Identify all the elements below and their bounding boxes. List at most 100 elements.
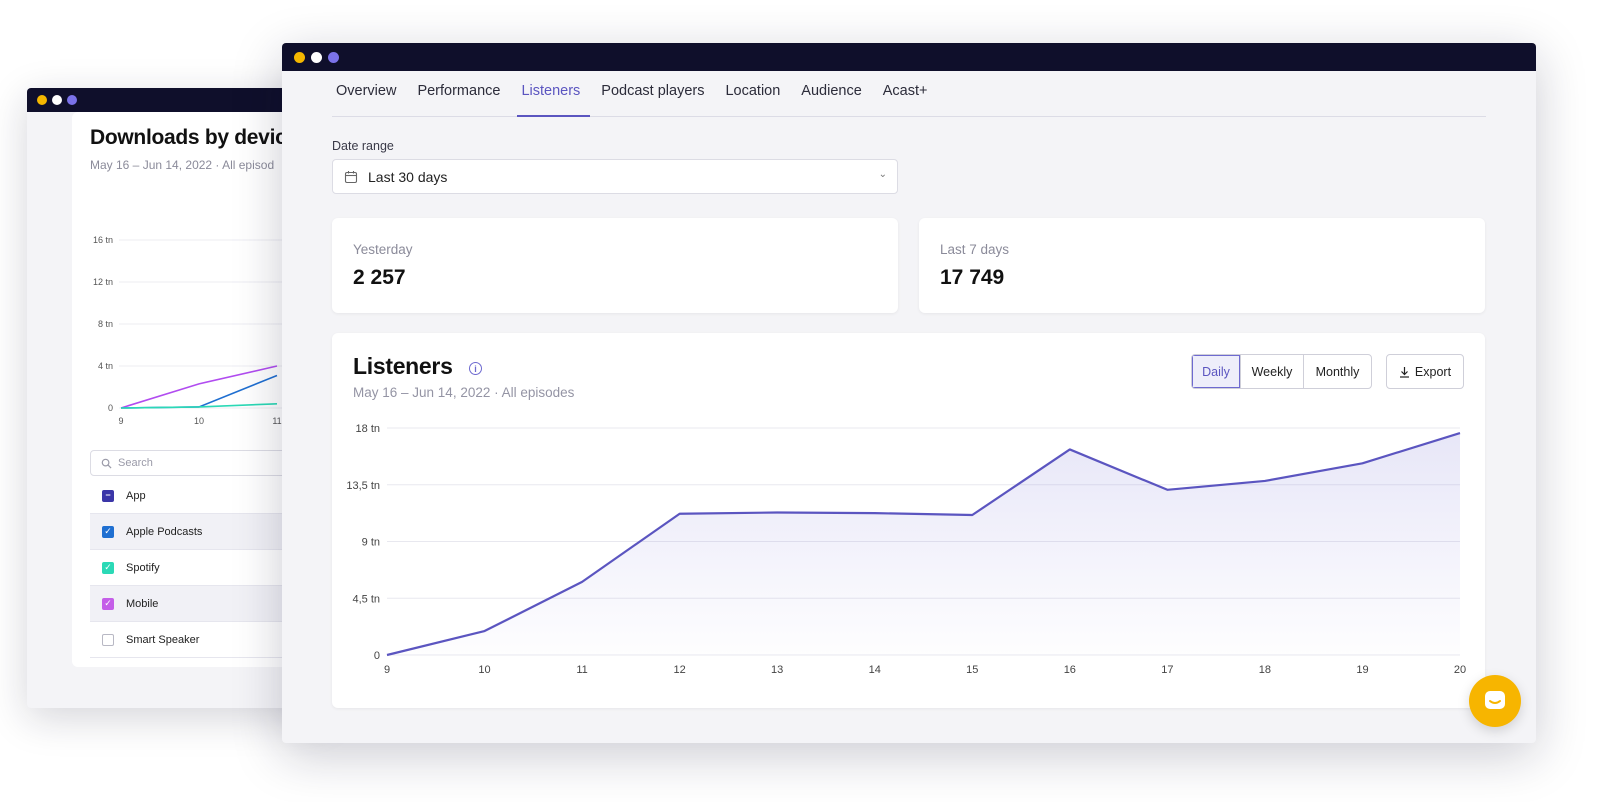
data-point[interactable] [873,511,877,515]
listeners-subtitle: May 16 – Jun 14, 2022 · All episodes [353,385,575,400]
device-row[interactable]: ✓ Spotify [90,550,327,586]
weekly-button[interactable]: Weekly [1241,355,1304,388]
minimize-dot[interactable] [294,51,305,63]
data-point[interactable] [580,580,584,584]
front-window-titlebar [282,43,1536,71]
data-point[interactable] [678,512,682,516]
tab-audience[interactable]: Audience [801,83,862,99]
device-checkbox[interactable]: ✓ [102,597,114,610]
back-window-titlebar [27,88,327,112]
y-tick-label: 13,5 tn [346,480,380,492]
stat-card-yesterday: Yesterday 2 257 [332,218,898,313]
x-tick-label: 12 [674,664,686,676]
y-tick-label: 0 [374,650,380,662]
data-point[interactable] [970,513,974,517]
data-point[interactable] [775,510,779,514]
close-dot[interactable] [67,95,77,105]
listeners-card: Listeners i May 16 – Jun 14, 2022 · All … [332,333,1485,708]
x-tick-label: 10 [194,416,204,426]
x-tick-label: 19 [1356,664,1368,676]
x-tick-label: 17 [1161,664,1173,676]
x-tick-label: 15 [966,664,978,676]
series-line [386,431,1461,657]
device-checkbox[interactable]: ✓ [102,561,114,574]
maximize-dot[interactable] [311,51,322,63]
data-point[interactable] [483,629,487,633]
x-tick-label: 16 [1064,664,1076,676]
x-tick-label: 20 [1454,664,1466,676]
data-point[interactable] [385,653,389,657]
info-icon[interactable]: i [469,362,482,375]
x-tick-label: 18 [1259,664,1271,676]
granularity-toggle: Daily Weekly Monthly [1191,354,1372,389]
y-tick-label: 0 [108,403,113,413]
chat-launcher-button[interactable] [1469,675,1521,727]
device-label: Spotify [126,561,160,574]
device-checkbox[interactable]: ✓ [102,525,114,538]
device-label: App [126,489,146,502]
export-button[interactable]: Export [1386,354,1464,389]
tab-acast[interactable]: Acast+ [882,83,928,99]
date-range-select[interactable]: Last 30 days ⌄ [332,159,898,194]
tab-overview[interactable]: Overview [336,83,397,99]
x-tick-label: 11 [272,416,281,426]
search-placeholder: Search [118,457,153,469]
device-row[interactable]: Smart Speaker [90,622,327,658]
tab-performance[interactable]: Performance [417,83,501,99]
monthly-button[interactable]: Monthly [1315,364,1360,379]
calendar-icon [344,170,358,183]
data-point[interactable] [1068,447,1072,451]
x-tick-label: 10 [478,664,490,676]
tab-location[interactable]: Location [725,83,781,99]
stat-value: 17 749 [940,266,1005,289]
listeners-chart: 18 tn 13,5 tn 9 tn 4,5 tn 09 10 11 12 13 14 15 16 17… [346,423,1466,676]
device-label: Apple Podcasts [126,525,203,538]
download-icon [1399,366,1409,378]
series-line [120,365,278,409]
daily-button[interactable]: Daily [1192,355,1241,388]
y-tick-label: 18 tn [356,423,380,435]
data-point[interactable] [1165,488,1169,492]
data-point[interactable] [1458,431,1462,435]
stat-label: Last 7 days [940,242,1010,257]
y-tick-label: 9 tn [362,537,380,549]
series-area [387,433,1460,655]
x-tick-label: 14 [869,664,881,676]
device-label: Mobile [126,597,159,610]
stat-value: 2 257 [353,266,406,289]
x-tick-label: 11 [576,664,587,676]
front-window: Overview Performance Listeners Podcast play… [282,43,1536,743]
date-range-value: Last 30 days [368,168,448,185]
listeners-title: Listeners [353,353,453,379]
x-tick-label: 13 [771,664,783,676]
y-tick-label: 4,5 tn [352,593,380,605]
device-checkbox[interactable] [102,633,114,646]
y-tick-label: 8 tn [98,319,113,329]
device-label: Smart Speaker [126,633,200,646]
device-search-input[interactable]: Search [90,450,327,476]
tab-listeners[interactable]: Listeners [517,71,591,117]
chevron-down-icon: ⌄ [878,169,887,180]
downloads-title: Downloads by devic [90,126,287,149]
data-point[interactable] [1263,479,1267,483]
x-tick-label: 9 [118,416,123,426]
device-checkbox[interactable]: − [102,489,114,502]
tab-podcast-players[interactable]: Podcast players [601,83,705,99]
minimize-dot[interactable] [37,95,47,105]
device-row[interactable]: − App [90,478,327,514]
close-dot[interactable] [328,51,339,63]
data-point[interactable] [1360,461,1364,465]
x-tick-label: 9 [384,664,390,676]
export-label: Export [1414,364,1452,379]
maximize-dot[interactable] [52,95,62,105]
series-line [120,403,278,409]
y-tick-label: 4 tn [98,361,113,371]
series-line [120,374,278,409]
stat-label: Yesterday [353,242,413,257]
chat-icon [1485,691,1505,709]
stat-card-last-7-days: Last 7 days 17 749 [919,218,1485,313]
downloads-subtitle: May 16 – Jun 14, 2022 · All episod [90,158,275,172]
date-range-label: Date range [332,139,394,153]
y-tick-label: 12 tn [93,277,113,287]
